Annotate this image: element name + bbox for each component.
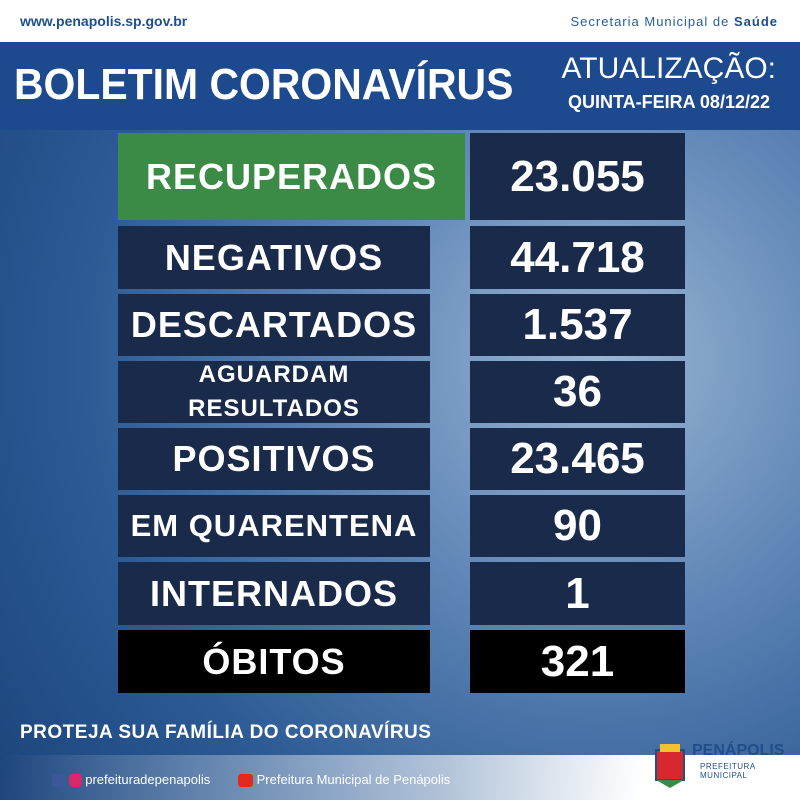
title: BOLETIM CORONAVÍRUS xyxy=(14,60,514,109)
row-value: 36 xyxy=(470,361,685,423)
top-bar: www.penapolis.sp.gov.br Secretaria Munic… xyxy=(0,0,800,42)
update-label: ATUALIZAÇÃO: xyxy=(561,52,776,85)
row-label: NEGATIVOS xyxy=(118,226,430,289)
slogan: PROTEJA SUA FAMÍLIA DO CORONAVÍRUS xyxy=(20,722,432,743)
row-label: RECUPERADOS xyxy=(118,133,465,220)
row-label: EM QUARENTENA xyxy=(118,495,430,557)
row-label: POSITIVOS xyxy=(118,428,430,490)
row-value: 90 xyxy=(470,495,685,557)
row-label: AGUARDAM RESULTADOS xyxy=(118,361,430,423)
social-youtube[interactable]: Prefeitura Municipal de Penápolis xyxy=(238,772,451,788)
social-handle: prefeituradepenapolis xyxy=(85,772,211,787)
facebook-icon xyxy=(52,774,65,788)
instagram-icon xyxy=(68,774,82,788)
row-label: DESCARTADOS xyxy=(118,294,430,356)
update-date: QUINTA-FEIRA 08/12/22 xyxy=(567,92,770,112)
row-value: 44.718 xyxy=(470,226,685,289)
youtube-icon xyxy=(238,774,253,788)
website-url[interactable]: www.penapolis.sp.gov.br xyxy=(20,13,188,29)
row-value: 1.537 xyxy=(470,294,685,356)
department-bold: Saúde xyxy=(733,14,778,29)
department: Secretaria Municipal de Saúde xyxy=(571,14,779,29)
youtube-channel: Prefeitura Municipal de Penápolis xyxy=(256,772,451,787)
department-text: Secretaria Municipal de xyxy=(570,14,730,29)
social-instagram[interactable]: prefeituradepenapolis xyxy=(52,772,211,788)
row-value: 321 xyxy=(470,630,685,693)
row-value: 23.055 xyxy=(470,133,685,220)
header: BOLETIM CORONAVÍRUS ATUALIZAÇÃO: QUINTA-… xyxy=(0,42,800,130)
row-label: INTERNADOS xyxy=(118,562,430,625)
logo-name: PENÁPOLIS xyxy=(692,742,785,759)
row-value: 23.465 xyxy=(470,428,685,490)
coat-of-arms xyxy=(655,744,685,788)
row-label: ÓBITOS xyxy=(118,630,430,693)
logo-subtitle: PREFEITURA MUNICIPAL xyxy=(700,762,756,780)
row-value: 1 xyxy=(470,562,685,625)
